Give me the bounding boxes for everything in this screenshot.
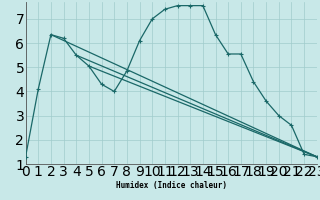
X-axis label: Humidex (Indice chaleur): Humidex (Indice chaleur) — [116, 181, 227, 190]
